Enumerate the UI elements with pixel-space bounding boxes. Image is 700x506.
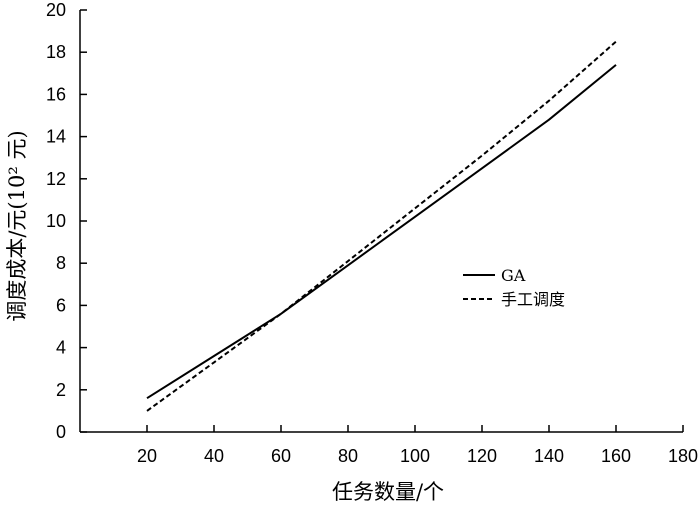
y-tick-label: 10 [46,211,66,231]
plot-frame [79,10,683,433]
x-tick-label: 140 [534,446,564,466]
y-tick-label: 4 [56,338,66,358]
y-tick-label: 2 [56,380,66,400]
x-axis: 20 40 60 80 100 120 140 160 180 [137,425,698,466]
x-tick-label: 60 [271,446,291,466]
y-tick-label: 14 [46,127,66,147]
x-tick-label: 180 [668,446,698,466]
y-axis-title: 调度成本/元(10² 元) [5,130,29,321]
y-axis: 0 2 4 6 8 10 12 14 16 18 20 [46,0,87,442]
y-tick-label: 18 [46,42,66,62]
x-tick-label: 100 [400,446,430,466]
y-tick-label: 16 [46,84,66,104]
series-line [146,40,617,412]
x-tick-label: 160 [601,446,631,466]
series-layer [146,40,617,412]
x-axis-title: 任务数量/个 [332,480,444,504]
x-tick-label: 80 [338,446,358,466]
legend-label: GA [501,266,526,285]
x-tick-label: 120 [467,446,497,466]
y-tick-label: 8 [56,253,66,273]
y-tick-label: 6 [56,295,66,315]
x-tick-label: 20 [137,446,157,466]
series-line [146,64,617,400]
legend-label: 手工调度 [501,290,565,309]
legend: GA 手工调度 [463,266,565,309]
y-tick-label: 12 [46,169,66,189]
y-tick-label: 0 [56,422,66,442]
x-tick-label: 40 [204,446,224,466]
y-tick-label: 20 [46,0,66,20]
